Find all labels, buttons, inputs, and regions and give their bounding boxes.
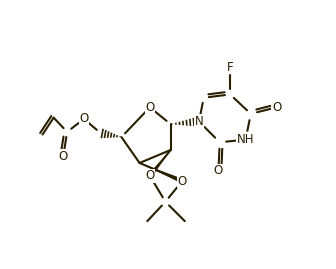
Text: O: O [214, 164, 223, 177]
Text: O: O [58, 150, 68, 163]
Text: F: F [227, 61, 234, 74]
Text: O: O [272, 101, 281, 114]
Text: NH: NH [237, 133, 254, 146]
Text: N: N [195, 115, 203, 128]
Text: O: O [79, 112, 89, 125]
Text: O: O [145, 169, 155, 182]
Polygon shape [148, 150, 171, 177]
Polygon shape [139, 163, 183, 183]
Text: O: O [178, 175, 187, 187]
Text: O: O [145, 101, 155, 114]
